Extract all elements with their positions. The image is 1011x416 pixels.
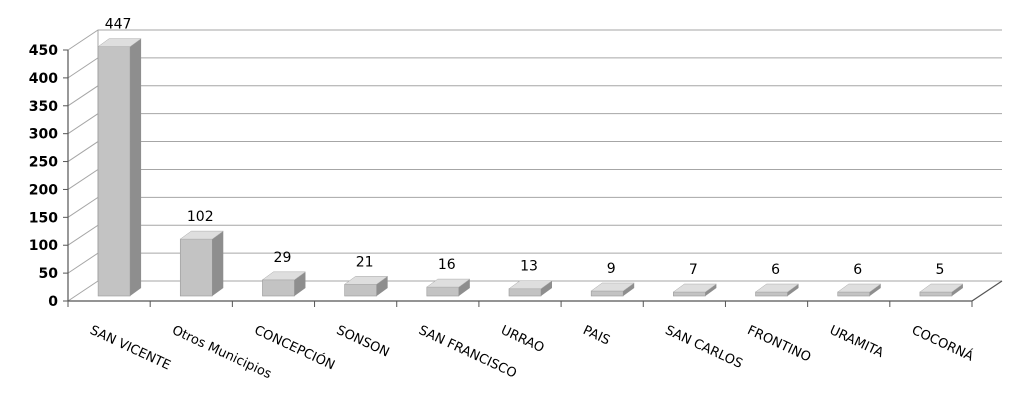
data-label: 102 <box>187 209 214 225</box>
gridline <box>67 141 1002 162</box>
bar-top <box>590 282 635 292</box>
bar <box>97 38 142 297</box>
bar-side <box>376 276 388 296</box>
x-category-label: SAN VICENTE <box>87 323 172 373</box>
bar <box>508 280 553 297</box>
bar-front <box>590 290 624 297</box>
bar-side <box>541 280 552 296</box>
x-category-label: FRONTINO <box>745 323 813 365</box>
gridline <box>67 85 1002 107</box>
bar-top <box>508 280 553 289</box>
gridline <box>67 168 1002 190</box>
bar <box>426 278 471 297</box>
x-category-label: URAMITA <box>827 323 886 361</box>
data-labels: 447 102 29 21 16 13 9 7 6 6 5 <box>105 17 945 278</box>
bar-front <box>179 238 213 297</box>
y-tick-label: 100 <box>29 238 58 254</box>
bar <box>343 276 389 297</box>
data-label: 9 <box>607 261 616 277</box>
bar-top <box>97 38 142 47</box>
bar-front <box>837 291 871 297</box>
bar-top <box>179 230 225 240</box>
bars <box>97 38 964 297</box>
bar-front <box>97 46 131 297</box>
data-label: 447 <box>105 17 132 33</box>
y-tick-label: 450 <box>29 43 58 59</box>
y-tick-label: 0 <box>48 294 58 310</box>
bar-top <box>919 283 964 293</box>
y-tick-label: 400 <box>29 71 58 87</box>
x-category-label: URRAO <box>498 323 546 356</box>
y-tick-label: 300 <box>29 127 58 143</box>
x-category-label: COCORNÁ <box>909 322 976 365</box>
bar <box>179 230 225 297</box>
bar-front <box>344 283 377 297</box>
bar-top <box>836 283 882 293</box>
data-label: 13 <box>520 259 538 275</box>
bar-side <box>869 284 881 296</box>
bar-front <box>919 291 953 297</box>
x-category-label: PAIS <box>580 323 612 348</box>
bar-side <box>623 282 635 296</box>
bar <box>836 283 882 297</box>
x-category-label: SONSON <box>334 323 391 360</box>
y-tick-label: 200 <box>29 182 58 198</box>
bar <box>672 283 718 297</box>
gridline <box>67 29 1002 51</box>
bar <box>261 271 307 297</box>
data-label: 6 <box>771 262 780 278</box>
bar <box>754 283 800 297</box>
bar-front <box>262 279 295 297</box>
data-label: 29 <box>274 250 292 266</box>
data-label: 6 <box>853 262 862 278</box>
bar-side <box>951 284 963 296</box>
bar-top <box>672 283 718 293</box>
data-label: 16 <box>438 257 456 273</box>
gridline <box>67 57 1002 79</box>
bar-top <box>343 276 389 285</box>
bar-top <box>754 283 800 293</box>
bar-front <box>673 291 706 297</box>
bar-top <box>261 271 307 281</box>
bar-side <box>458 279 470 296</box>
y-axis-ticks: 0 50 100 150 200 250 300 350 400 450 <box>29 43 68 310</box>
bar-side <box>705 284 717 296</box>
bar-side <box>212 231 224 296</box>
y-tick-label: 350 <box>29 99 58 115</box>
y-tick-label: 150 <box>29 210 58 226</box>
x-category-label: SAN CARLOS <box>663 323 745 372</box>
bar-top <box>426 278 471 288</box>
bar-front <box>755 291 788 297</box>
y-tick-label: 250 <box>29 155 58 171</box>
gridline <box>67 113 1002 135</box>
bar <box>919 283 964 297</box>
y-tick-label: 50 <box>39 266 59 282</box>
bar <box>590 282 635 297</box>
data-label: 7 <box>689 262 698 278</box>
bar-front <box>508 288 542 297</box>
bar-side <box>130 38 142 296</box>
bar-side <box>787 284 799 296</box>
data-label: 5 <box>935 262 944 278</box>
bar-front <box>426 286 460 297</box>
data-label: 21 <box>356 254 374 270</box>
